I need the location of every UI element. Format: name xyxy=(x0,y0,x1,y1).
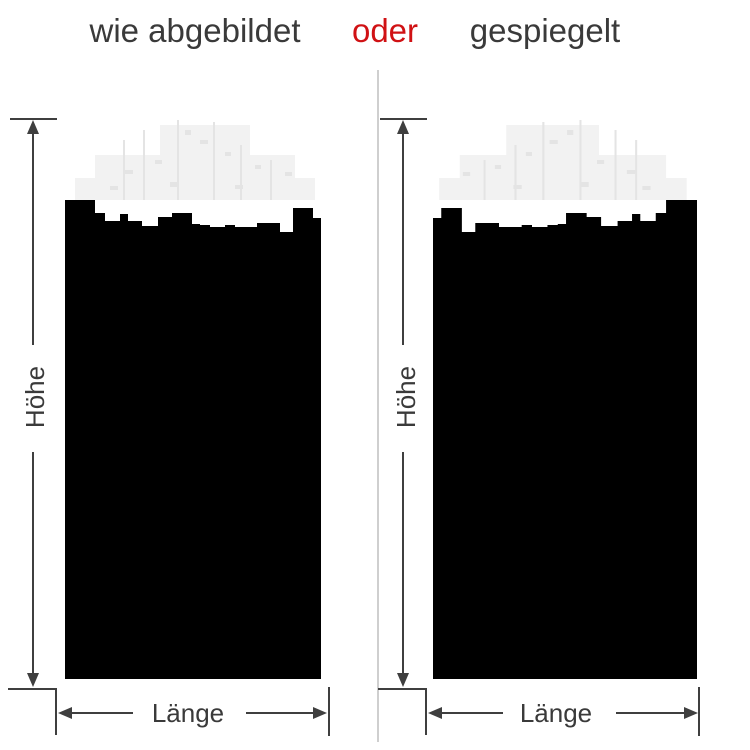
length-dim-left-tick xyxy=(425,688,427,735)
header-conjunction: oder xyxy=(351,12,419,49)
height-dim-bottom-bracket-h xyxy=(8,688,56,690)
height-dim-top-tick xyxy=(380,118,427,120)
skyline-black-shape xyxy=(65,200,321,679)
arrow-right-icon xyxy=(684,707,698,719)
skyline-silhouette-original xyxy=(65,120,321,679)
arrow-left-icon xyxy=(58,707,72,719)
header-option-original: wie abgebildet xyxy=(89,12,301,49)
length-dim-line-left xyxy=(71,712,133,714)
height-dim-line-lower xyxy=(32,452,34,674)
height-dim-line-upper xyxy=(402,133,404,345)
length-dim-line-right xyxy=(616,712,684,714)
height-dim-top-tick xyxy=(10,118,57,120)
arrow-right-icon xyxy=(313,707,327,719)
height-dim-line-lower xyxy=(402,452,404,674)
skyline-black-shape xyxy=(433,200,697,679)
header-option-mirrored: gespiegelt xyxy=(469,12,621,49)
arrow-down-icon xyxy=(397,673,409,687)
height-label: Höhe xyxy=(391,365,421,429)
skyline-faint-detail xyxy=(439,125,687,200)
arrow-left-icon xyxy=(428,707,442,719)
arrow-down-icon xyxy=(27,673,39,687)
length-label: Länge xyxy=(519,698,593,728)
skyline-silhouette-mirrored xyxy=(433,120,697,679)
length-dim-line-right xyxy=(246,712,314,714)
arrow-up-icon xyxy=(397,120,409,134)
height-dim-bottom-bracket-h xyxy=(378,688,426,690)
length-dim-left-tick xyxy=(55,688,57,735)
height-dim-line-upper xyxy=(32,133,34,345)
length-label: Länge xyxy=(151,698,225,728)
length-dim-line-left xyxy=(441,712,503,714)
height-label: Höhe xyxy=(20,365,50,429)
length-dim-right-tick xyxy=(698,687,700,736)
arrow-up-icon xyxy=(27,120,39,134)
skyline-faint-detail xyxy=(75,125,315,200)
length-dim-right-tick xyxy=(328,687,330,736)
panel-divider-line xyxy=(377,70,379,742)
